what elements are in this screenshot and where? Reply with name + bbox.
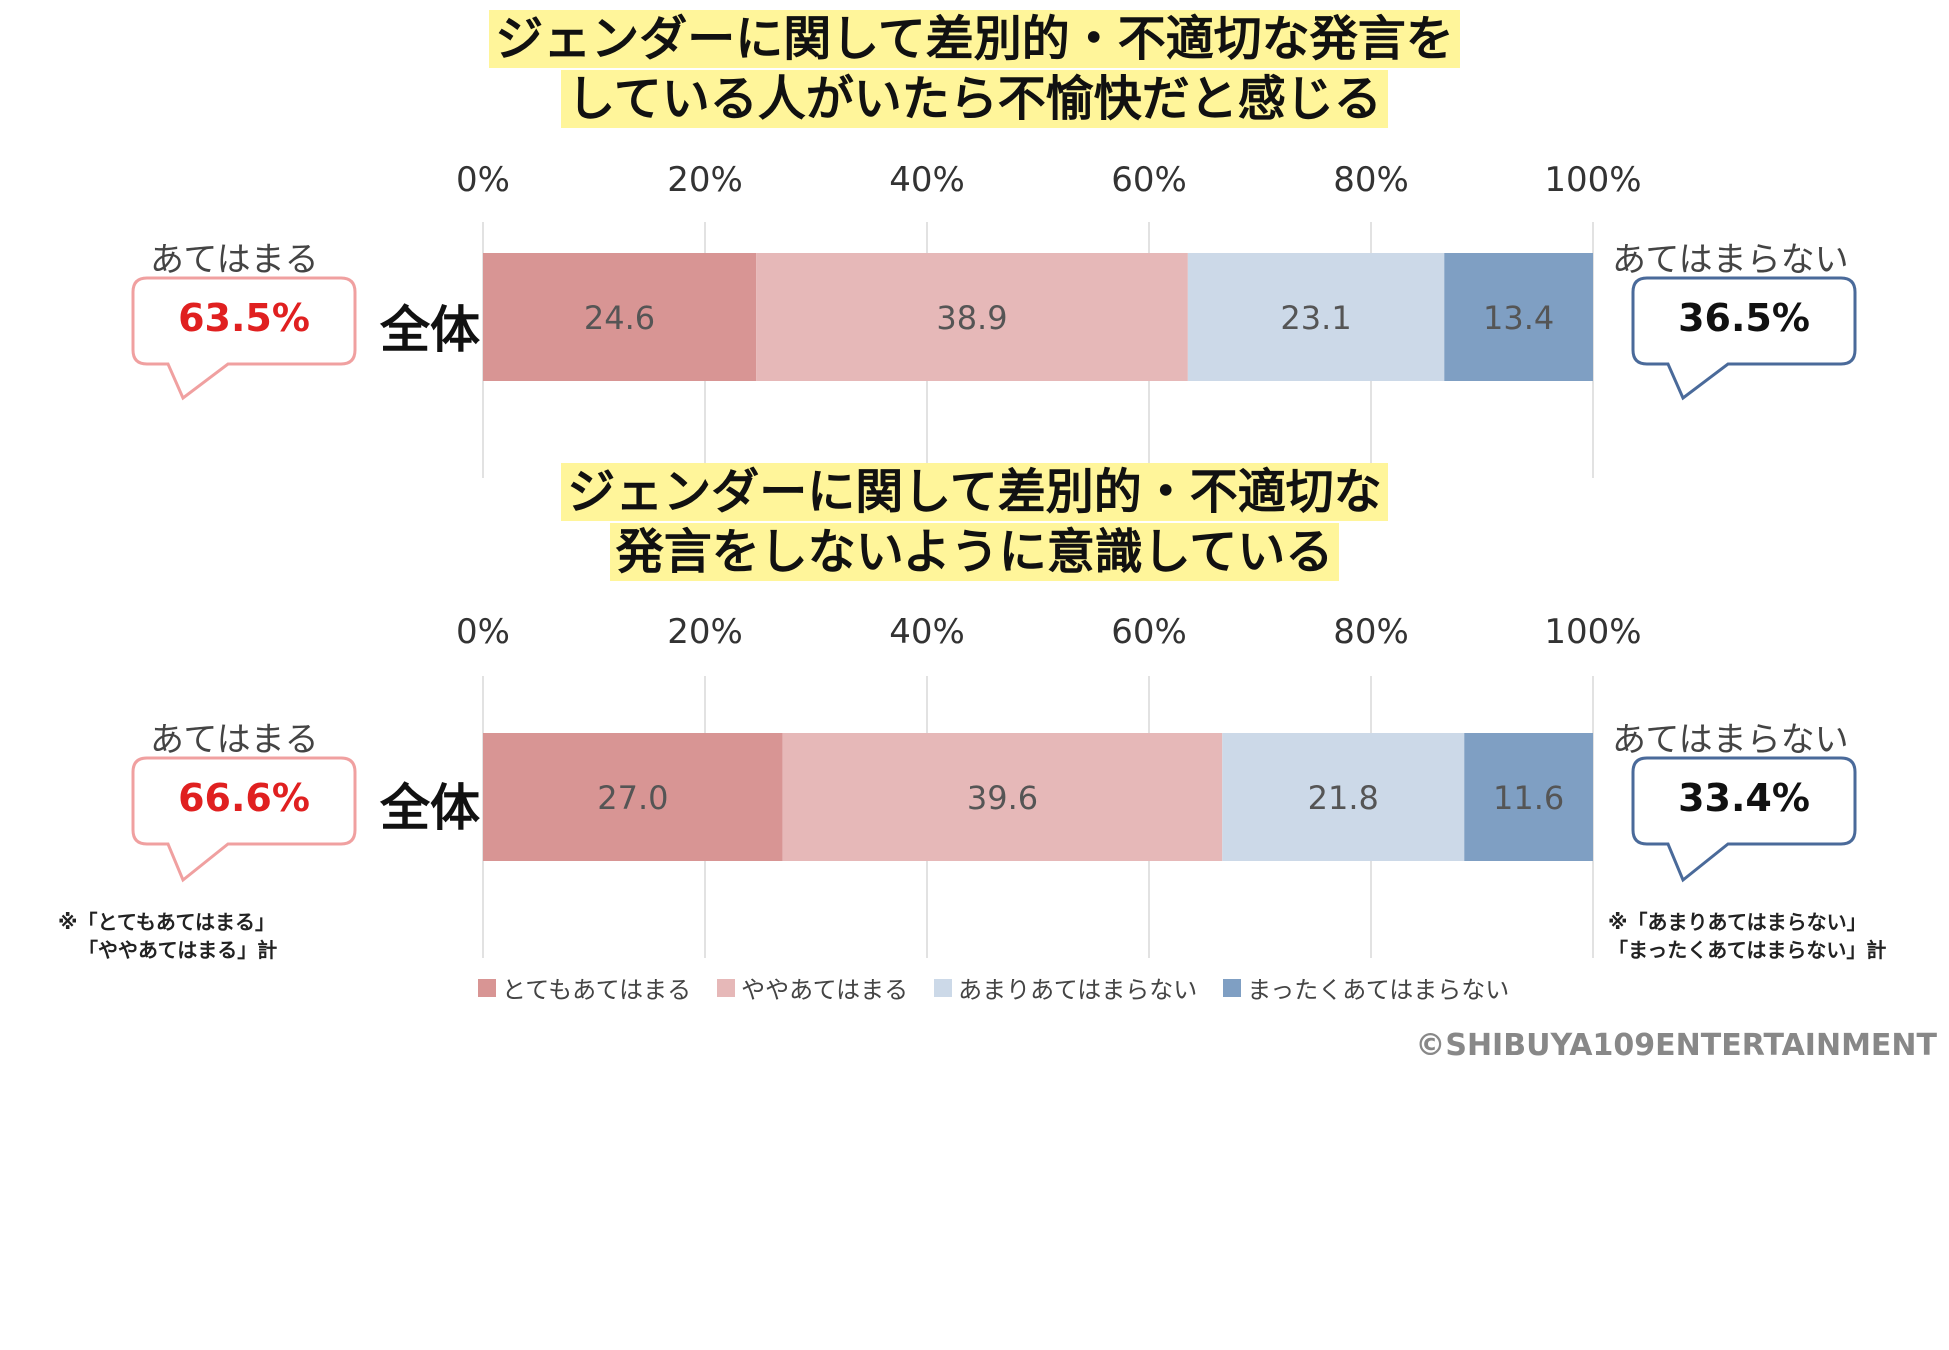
legend-swatch (717, 978, 736, 997)
chart2-category-label: 全体 (380, 779, 480, 837)
chart2-disagree-bubble (1631, 756, 1857, 883)
legend-swatch (478, 978, 496, 997)
chart2-bar-segment (1464, 733, 1593, 861)
chart2-disagree-value: 33.4% (1678, 776, 1810, 820)
chart2-bar-segment (782, 733, 1223, 861)
chart1-bar-segment (756, 253, 1188, 381)
chart1-agree-value: 63.5% (178, 296, 310, 340)
chart2-title-line-1: ジェンダーに関して差別的・不適切な (561, 463, 1388, 521)
chart1-tick-60: 60% (1111, 160, 1187, 200)
chart2-disagree-label: あてはまらない (1612, 720, 1849, 760)
chart2-data-label: 39.6 (967, 779, 1038, 817)
chart1-disagree-bubble (1631, 276, 1857, 401)
chart2-agree-bubble (131, 756, 357, 883)
legend-item-somewhat-agree: ややあてはまる (717, 970, 908, 1005)
chart1-tick-40: 40% (889, 160, 965, 200)
chart1-data-label: 13.4 (1483, 299, 1554, 337)
chart2-bar-segment (1222, 733, 1465, 861)
disagree-note-line-2: 「まったくあてはまらない」計 (1608, 938, 1887, 962)
chart2-data-label: 27.0 (597, 779, 668, 817)
chart2-tick-80: 80% (1333, 612, 1409, 652)
chart2-tick-0: 0% (456, 612, 510, 652)
chart2-tick-100: 100% (1544, 612, 1642, 652)
chart1-category-label: 全体 (380, 301, 480, 359)
legend: とてもあてはまる ややあてはまる あまりあてはまらない まったくあてはまらない (478, 970, 1509, 1005)
chart1-agree-label: あてはまる (150, 240, 319, 280)
legend-label: まったくあてはまらない (1247, 976, 1510, 1004)
chart2-title-line-2: 発言をしないように意識している (609, 523, 1340, 581)
chart1-disagree-label: あてはまらない (1612, 240, 1849, 280)
chart1-disagree-value: 36.5% (1678, 296, 1810, 340)
chart1-tick-0: 0% (456, 160, 510, 200)
chart2-data-label: 21.8 (1308, 779, 1379, 817)
legend-item-strongly-disagree: まったくあてはまらない (1223, 970, 1509, 1005)
agree-note-line-1: ※「とてもあてはまる」 (58, 910, 276, 934)
chart2-title: ジェンダーに関して差別的・不適切な 発言をしないように意識している (0, 463, 1949, 581)
chart1-data-label: 38.9 (936, 299, 1007, 337)
legend-label: あまりあてはまらない (958, 976, 1198, 1004)
chart1-agree-bubble (131, 276, 357, 401)
legend-item-somewhat-disagree: あまりあてはまらない (934, 970, 1197, 1005)
chart2-tick-60: 60% (1111, 612, 1187, 652)
legend-swatch (1223, 978, 1242, 997)
disagree-note-line-1: ※「あまりあてはまらない」 (1608, 910, 1867, 934)
chart2-data-label: 11.6 (1493, 779, 1564, 817)
legend-label: ややあてはまる (741, 976, 909, 1004)
chart1-data-label: 24.6 (584, 299, 655, 337)
chart1-bar-segment (1187, 253, 1445, 381)
agree-note-line-2: 「ややあてはまる」計 (78, 938, 278, 962)
chart1-title: ジェンダーに関して差別的・不適切な発言を している人がいたら不愉快だと感じる (0, 10, 1949, 128)
chart1-title-line-1: ジェンダーに関して差別的・不適切な発言を (489, 10, 1460, 68)
copyright: ©SHIBUYA109ENTERTAINMENT (1415, 1028, 1937, 1063)
chart1-data-label: 23.1 (1280, 299, 1351, 337)
chart1-tick-100: 100% (1544, 160, 1642, 200)
chart1-title-line-2: している人がいたら不愉快だと感じる (561, 70, 1388, 128)
chart1-bar-segment (1444, 253, 1593, 381)
chart1-tick-80: 80% (1333, 160, 1409, 200)
disagree-note: ※「あまりあてはまらない」 「まったくあてはまらない」計 (1608, 908, 1886, 964)
chart1-bar-segment (483, 253, 757, 381)
chart1-tick-20: 20% (667, 160, 743, 200)
agree-note: ※「とてもあてはまる」 「ややあてはまる」計 (58, 908, 277, 964)
chart2-bar-segment (483, 733, 783, 861)
chart2-tick-20: 20% (667, 612, 743, 652)
chart2-tick-40: 40% (889, 612, 965, 652)
legend-item-strongly-agree: とてもあてはまる (478, 970, 691, 1005)
chart2-agree-label: あてはまる (150, 720, 319, 760)
legend-label: とてもあてはまる (502, 976, 692, 1004)
legend-swatch (934, 978, 953, 997)
chart2-agree-value: 66.6% (178, 776, 310, 820)
